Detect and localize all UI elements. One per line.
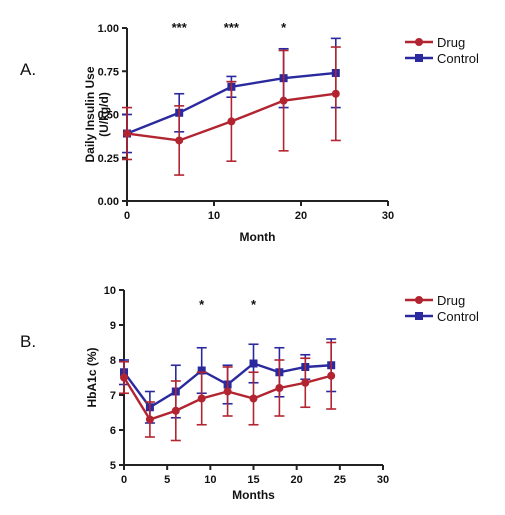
panel-a-x-axis-label: Month xyxy=(240,230,276,244)
panel-b-x-tick-label: 5 xyxy=(164,474,170,486)
panel-a-y-axis-label-line1: Daily Insulin Use xyxy=(83,66,97,162)
panel-a-x-tick-label: 30 xyxy=(382,210,394,222)
panel-a-legend-control-marker xyxy=(415,54,423,62)
panel-a-legend-drug-marker xyxy=(415,38,423,46)
panel-a-drug-point xyxy=(123,129,131,138)
panel-a-significance-marker: *** xyxy=(224,20,240,35)
panel-b-x-tick-label: 30 xyxy=(377,474,389,486)
panel-a-legend-control-label: Control xyxy=(437,51,479,66)
panel-a-drug-point xyxy=(175,136,184,145)
panel-b-x-tick-label: 25 xyxy=(334,474,346,486)
panel-b-letter: B. xyxy=(20,332,37,351)
panel-a-y-tick-label: 0.25 xyxy=(98,153,119,165)
panel-b-drug-point xyxy=(249,394,258,403)
panel-b-x-axis-label: Months xyxy=(232,488,275,502)
panel-b-x-tick-label: 10 xyxy=(204,474,216,486)
panel-a-significance-marker: * xyxy=(281,20,287,35)
panel-b-drug-point xyxy=(197,394,206,403)
panel-a-y-axis-label-line2: (U/kg/d) xyxy=(97,92,111,137)
panel-b-drug-point xyxy=(171,406,180,415)
panel-b-y-tick-label: 7 xyxy=(110,390,116,402)
panel-a-y-tick-label: 0.50 xyxy=(98,110,119,122)
panel-a-x-tick-label: 10 xyxy=(208,210,220,222)
panel-b-control-point xyxy=(249,359,258,368)
panel-b-y-tick-label: 8 xyxy=(110,355,116,367)
panel-a-drug-point xyxy=(227,117,236,126)
panel-b-y-tick-label: 6 xyxy=(110,425,116,437)
panel-b-drug-point xyxy=(327,371,336,380)
panel-b-control-point xyxy=(197,366,206,375)
panel-b-legend-control-label: Control xyxy=(437,309,479,324)
panel-a-drug-point xyxy=(331,89,340,98)
panel-b-legend-control-marker xyxy=(415,312,423,320)
panel-b-y-axis-label: HbA1c (%) xyxy=(85,347,99,407)
panel-b-drug-point xyxy=(275,384,284,392)
panel-a-x-tick-label: 20 xyxy=(295,210,307,222)
panel-b-drug-point xyxy=(301,378,310,387)
panel-b-y-tick-label: 10 xyxy=(104,285,116,297)
panel-a-significance-marker: *** xyxy=(172,20,188,35)
panel-b-legend-drug-marker xyxy=(415,296,423,304)
panel-a-legend-drug-label: Drug xyxy=(437,35,465,50)
panel-a-y-tick-label: 0.75 xyxy=(98,66,119,78)
panel-b-drug-point xyxy=(120,373,128,382)
panel-a-letter: A. xyxy=(20,60,37,79)
panel-a-x-tick-label: 0 xyxy=(124,210,130,222)
panel-b-x-tick-label: 15 xyxy=(247,474,259,486)
panel-b-x-tick-label: 20 xyxy=(291,474,303,486)
panel-b-y-tick-label: 9 xyxy=(110,320,116,332)
panel-a-drug-point xyxy=(279,96,288,105)
panel-a-y-tick-label: 0.00 xyxy=(98,196,119,208)
panel-b-significance-marker: * xyxy=(251,297,257,312)
panel-b-legend-drug-label: Drug xyxy=(437,293,465,308)
panel-b-drug-point xyxy=(145,415,154,424)
panel-b-x-tick-label: 0 xyxy=(121,474,127,486)
panel-a-y-tick-label: 1.00 xyxy=(98,23,119,35)
panel-b-significance-marker: * xyxy=(199,297,205,312)
panel-b-y-tick-label: 5 xyxy=(110,460,116,472)
panel-b-drug-point xyxy=(223,387,232,396)
